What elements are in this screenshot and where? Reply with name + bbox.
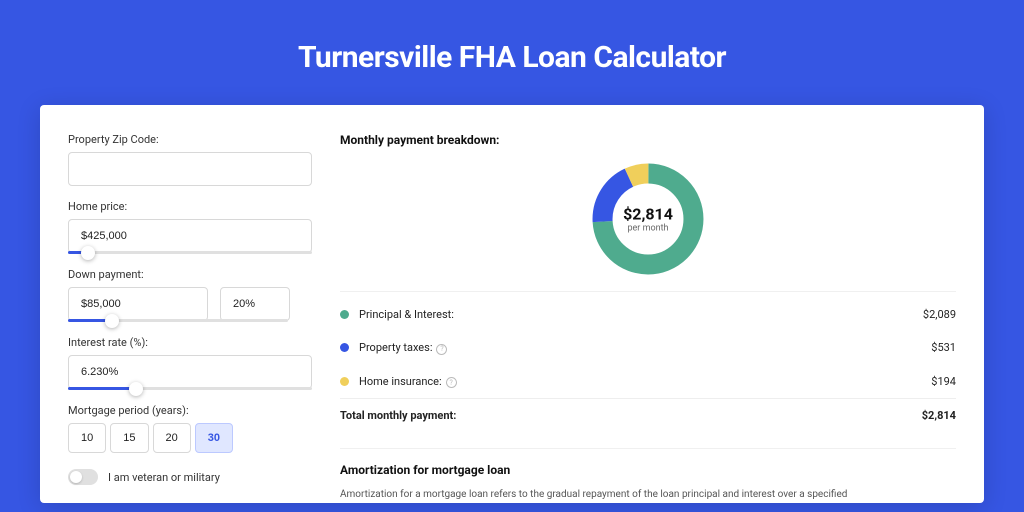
down-slider-thumb[interactable] bbox=[105, 314, 119, 328]
breakdown-label: Property taxes:? bbox=[359, 341, 931, 355]
zip-input[interactable] bbox=[68, 152, 312, 186]
breakdown-value: $194 bbox=[931, 375, 956, 388]
period-label: Mortgage period (years): bbox=[68, 404, 312, 417]
rate-slider[interactable] bbox=[68, 387, 312, 390]
donut-sub: per month bbox=[623, 224, 673, 234]
legend-dot bbox=[340, 343, 349, 352]
breakdown-panel: Monthly payment breakdown: $2,814 per mo… bbox=[330, 105, 984, 503]
page-title: Turnersville FHA Loan Calculator bbox=[40, 40, 984, 75]
rate-input[interactable] bbox=[68, 355, 312, 389]
info-icon[interactable]: ? bbox=[446, 377, 457, 388]
breakdown-list: Principal & Interest:$2,089Property taxe… bbox=[340, 291, 956, 432]
toggle-knob bbox=[70, 471, 82, 483]
field-zip: Property Zip Code: bbox=[68, 133, 312, 186]
field-period: Mortgage period (years): 10152030 bbox=[68, 404, 312, 453]
legend-dot bbox=[340, 310, 349, 319]
breakdown-row: Principal & Interest:$2,089 bbox=[340, 298, 956, 331]
donut-chart: $2,814 per month bbox=[588, 159, 708, 279]
amortization-text: Amortization for a mortgage loan refers … bbox=[340, 487, 956, 502]
breakdown-label: Principal & Interest: bbox=[359, 308, 923, 321]
price-input[interactable] bbox=[68, 219, 312, 253]
zip-label: Property Zip Code: bbox=[68, 133, 312, 146]
field-rate: Interest rate (%): bbox=[68, 336, 312, 390]
donut-chart-wrap: $2,814 per month bbox=[340, 159, 956, 279]
donut-center: $2,814 per month bbox=[623, 205, 673, 234]
breakdown-value: $2,089 bbox=[923, 308, 956, 321]
down-slider[interactable] bbox=[68, 319, 288, 322]
breakdown-total-row: Total monthly payment:$2,814 bbox=[340, 398, 956, 432]
rate-slider-thumb[interactable] bbox=[129, 382, 143, 396]
legend-dot bbox=[340, 377, 349, 386]
period-btn-30[interactable]: 30 bbox=[195, 423, 233, 453]
breakdown-value: $531 bbox=[931, 341, 956, 354]
amortization-title: Amortization for mortgage loan bbox=[340, 448, 956, 477]
down-input[interactable] bbox=[68, 287, 208, 321]
field-down: Down payment: bbox=[68, 268, 312, 322]
veteran-toggle-row: I am veteran or military bbox=[68, 469, 312, 485]
breakdown-row: Home insurance:?$194 bbox=[340, 365, 956, 399]
breakdown-row: Property taxes:?$531 bbox=[340, 331, 956, 365]
down-pct-input[interactable] bbox=[220, 287, 290, 321]
period-btn-20[interactable]: 20 bbox=[153, 423, 191, 453]
veteran-toggle[interactable] bbox=[68, 469, 98, 485]
info-icon[interactable]: ? bbox=[436, 344, 447, 355]
total-value: $2,814 bbox=[922, 409, 956, 422]
donut-amount: $2,814 bbox=[623, 205, 673, 224]
breakdown-title: Monthly payment breakdown: bbox=[340, 133, 956, 147]
veteran-label: I am veteran or military bbox=[108, 471, 220, 484]
rate-label: Interest rate (%): bbox=[68, 336, 312, 349]
down-label: Down payment: bbox=[68, 268, 312, 281]
page: Turnersville FHA Loan Calculator Propert… bbox=[0, 0, 1024, 503]
period-btn-15[interactable]: 15 bbox=[110, 423, 148, 453]
price-label: Home price: bbox=[68, 200, 312, 213]
form-panel: Property Zip Code: Home price: Down paym… bbox=[40, 105, 330, 503]
total-label: Total monthly payment: bbox=[340, 409, 922, 422]
price-slider-thumb[interactable] bbox=[81, 246, 95, 260]
price-slider[interactable] bbox=[68, 251, 312, 254]
field-price: Home price: bbox=[68, 200, 312, 254]
calculator-card: Property Zip Code: Home price: Down paym… bbox=[40, 105, 984, 503]
breakdown-label: Home insurance:? bbox=[359, 375, 931, 389]
period-btn-10[interactable]: 10 bbox=[68, 423, 106, 453]
